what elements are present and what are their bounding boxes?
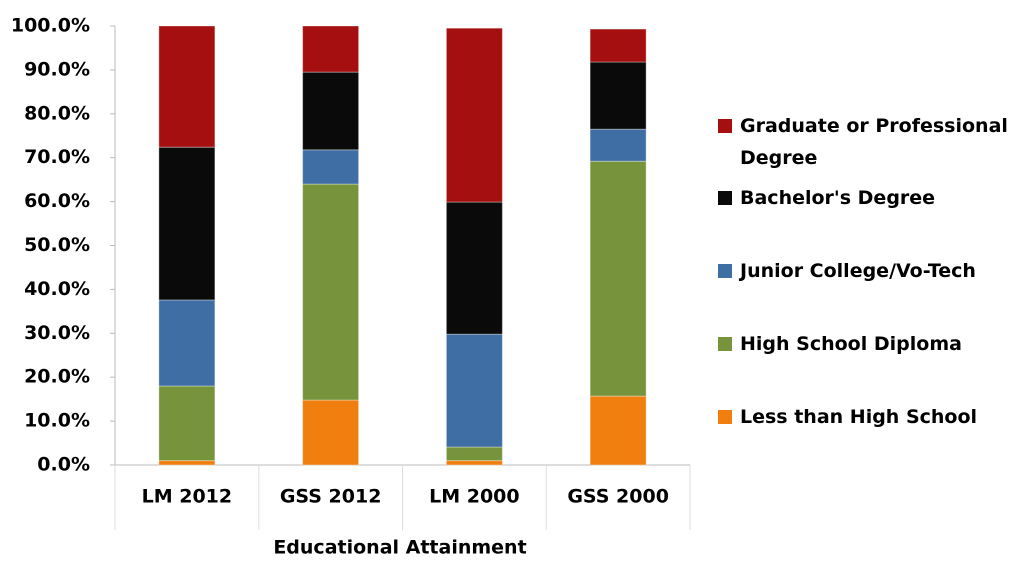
x-tick-label: GSS 2012 <box>280 486 382 508</box>
y-tick-label: 10.0% <box>24 410 90 432</box>
bar-segment <box>158 146 216 301</box>
legend-item: Bachelor's Degree <box>718 182 1024 214</box>
bar-segment <box>302 399 360 466</box>
bar-segment <box>589 128 647 162</box>
bar-segment <box>158 385 216 462</box>
legend-label: Graduate or Professional Degree <box>740 115 1008 169</box>
bar-segment <box>589 395 647 466</box>
y-tick-label: 50.0% <box>24 234 90 256</box>
bar-segment <box>589 28 647 63</box>
y-tick-label: 20.0% <box>24 366 90 388</box>
bar-segment <box>158 25 216 148</box>
legend-label: Less than High School <box>740 406 978 428</box>
legend-swatch <box>718 119 732 133</box>
y-tick-label: 70.0% <box>24 146 90 168</box>
bar-segment <box>302 25 360 73</box>
bar-segment <box>158 460 216 466</box>
legend-item: Junior College/Vo-Tech <box>718 255 1024 287</box>
legend-label: Bachelor's Degree <box>740 187 936 209</box>
legend-item: Graduate or Professional Degree <box>718 110 1024 174</box>
bar-segment <box>445 27 503 203</box>
bar-segment <box>445 446 503 462</box>
y-tick-label: 100.0% <box>11 15 90 37</box>
legend-swatch <box>718 191 732 205</box>
bar-segment <box>302 149 360 185</box>
y-tick-label: 90.0% <box>24 58 90 80</box>
y-tick-label: 80.0% <box>24 102 90 124</box>
legend-label: Junior College/Vo-Tech <box>740 260 976 282</box>
y-tick-label: 40.0% <box>24 278 90 300</box>
bar-segment <box>445 201 503 335</box>
legend-swatch <box>718 337 732 351</box>
legend-item: High School Diploma <box>718 328 1024 360</box>
bar-segment <box>589 160 647 397</box>
x-tick-label: LM 2012 <box>142 486 233 508</box>
y-tick-label: 30.0% <box>24 322 90 344</box>
bar-segment <box>302 183 360 401</box>
legend-swatch <box>718 410 732 424</box>
bar-segment <box>158 299 216 387</box>
x-tick-label: GSS 2000 <box>567 486 669 508</box>
bar-segment <box>589 61 647 130</box>
legend-label: High School Diploma <box>740 333 962 355</box>
y-tick-label: 0.0% <box>37 454 90 476</box>
y-tick-label: 60.0% <box>24 190 90 212</box>
x-axis-title: Educational Attainment <box>273 537 526 559</box>
legend-item: Less than High School <box>718 401 1024 433</box>
bar-segment <box>445 333 503 448</box>
bar-segment <box>302 71 360 151</box>
bar-segment <box>445 460 503 466</box>
x-tick-label: LM 2000 <box>429 486 520 508</box>
legend-swatch <box>718 264 732 278</box>
